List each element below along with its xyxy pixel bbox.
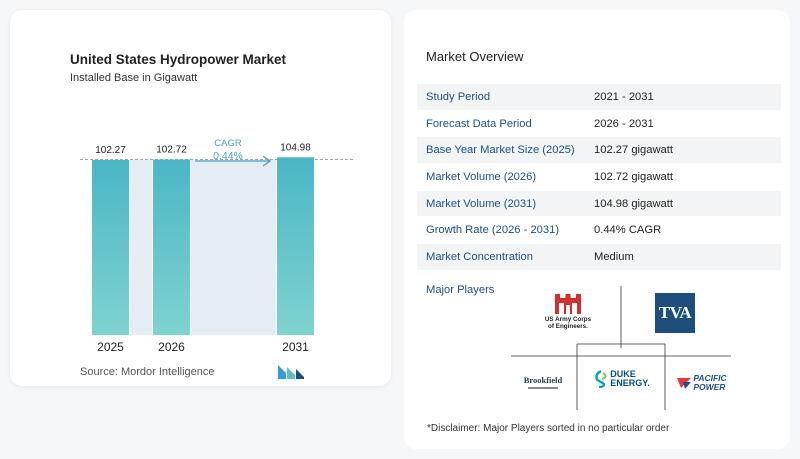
duke-energy-logo: DUKE ENERGY.	[590, 366, 654, 392]
usace-line2: of Engineers.	[548, 323, 588, 330]
value-label-2025: 102.27	[95, 145, 126, 156]
row-label: Base Year Market Size (2025)	[426, 144, 575, 157]
row-value: 2026 - 2031	[594, 117, 654, 130]
category-label-2025: 2025	[97, 340, 124, 354]
overview-table: Study Period 2021 - 2031 Forecast Data P…	[417, 84, 781, 271]
tva-logo: TVA	[655, 293, 695, 333]
brookfield-logo: Brookfield	[518, 372, 568, 392]
row-label: Market Concentration	[426, 250, 533, 263]
table-row: Study Period 2021 - 2031	[417, 84, 781, 111]
category-label-2031: 2031	[282, 340, 309, 354]
source-text: Source: Mordor Intelligence	[80, 366, 215, 378]
bar-2026	[153, 159, 190, 335]
players-grid	[511, 286, 731, 410]
gap-shade	[130, 160, 152, 335]
table-row: Forecast Data Period 2026 - 2031	[417, 111, 781, 138]
usace-logo: US Army Corps of Engineers.	[535, 291, 601, 333]
value-label-2026: 102.72	[156, 145, 187, 156]
tva-text: TVA	[658, 303, 692, 322]
major-players-label: Major Players	[426, 284, 495, 296]
cagr-label: CAGR	[214, 138, 242, 149]
row-label: Forecast Data Period	[426, 117, 532, 130]
disclaimer-text: *Disclaimer: Major Players sorted in no …	[427, 423, 670, 434]
row-value: 104.98 gigawatt	[594, 197, 673, 210]
pacific-line1: PACIFIC	[693, 373, 727, 383]
value-label-2031: 104.98	[280, 142, 311, 153]
row-value: 0.44% CAGR	[594, 224, 662, 237]
table-row: Market Volume (2031) 104.98 gigawatt	[417, 190, 781, 218]
pacific-power-icon	[677, 378, 692, 389]
row-value: 102.27 gigawatt	[594, 144, 673, 157]
overview-title: Market Overview	[426, 49, 524, 64]
row-label: Study Period	[426, 90, 491, 103]
bar-2031	[277, 157, 314, 335]
row-label: Market Volume (2026)	[426, 170, 537, 183]
row-value: 102.72 gigawatt	[594, 170, 673, 183]
row-label: Market Volume (2031)	[426, 197, 537, 210]
chart-title: United States Hydropower Market	[70, 52, 287, 67]
castle-icon	[555, 294, 581, 314]
mordor-logo-icon	[278, 365, 304, 379]
brookfield-text: Brookfield	[523, 375, 563, 386]
table-row: Market Concentration Medium	[417, 244, 781, 271]
row-value: Medium	[594, 250, 634, 263]
cagr-shade	[191, 159, 276, 335]
row-value: 2021 - 2031	[594, 90, 654, 103]
table-row: Market Volume (2026) 102.72 gigawatt	[417, 164, 781, 191]
table-row: Base Year Market Size (2025) 102.27 giga…	[417, 137, 781, 165]
usace-line1: US Army Corps	[544, 316, 592, 323]
pacific-power-logo: PACIFIC POWER	[672, 370, 732, 396]
duke-line1: DUKE	[610, 369, 636, 379]
duke-line2: ENERGY.	[610, 378, 650, 388]
category-label-2026: 2026	[158, 340, 185, 354]
duke-swirl-icon	[595, 370, 607, 388]
table-row: Growth Rate (2026 - 2031) 0.44% CAGR	[417, 217, 781, 245]
cagr-value: 0.44%	[213, 150, 243, 162]
pacific-line2: POWER	[693, 382, 726, 392]
bar-2025	[92, 160, 129, 335]
row-label: Growth Rate (2026 - 2031)	[426, 224, 560, 237]
chart-subtitle: Installed Base in Gigawatt	[70, 72, 198, 84]
cagr-arrow-head	[262, 155, 272, 167]
